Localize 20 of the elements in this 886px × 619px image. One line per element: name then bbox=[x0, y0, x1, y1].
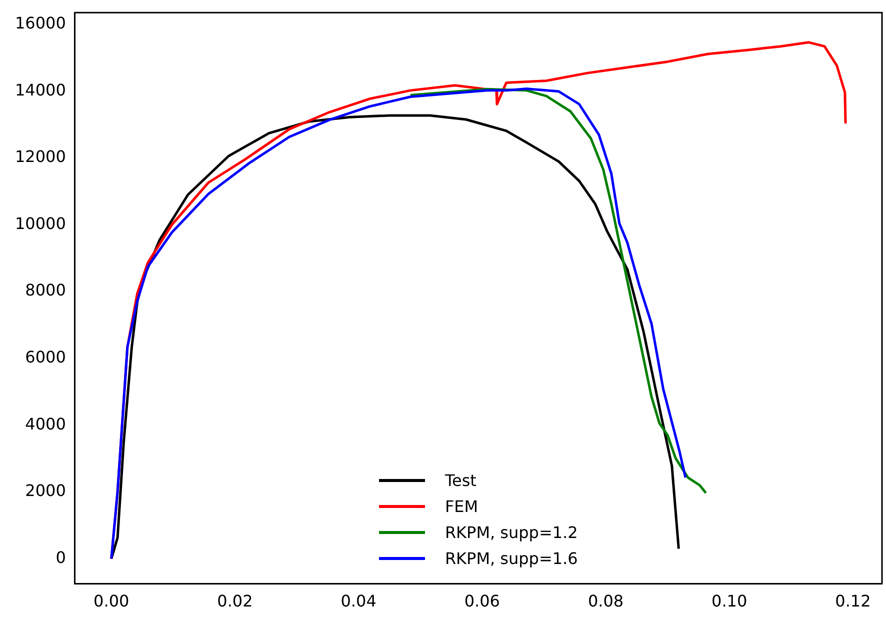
x-tick-label: 0.02 bbox=[217, 592, 253, 611]
x-tick-label: 0.12 bbox=[835, 592, 871, 611]
y-tick-label: 0 bbox=[56, 548, 66, 567]
y-tick-label: 6000 bbox=[25, 347, 66, 366]
y-tick-label: 2000 bbox=[25, 481, 66, 500]
y-tick-label: 16000 bbox=[14, 13, 66, 32]
y-tick-label: 14000 bbox=[14, 80, 66, 100]
x-tick-label: 0.04 bbox=[340, 592, 376, 611]
x-tick-label: 0.00 bbox=[94, 592, 130, 611]
y-tick-label: 4000 bbox=[25, 414, 66, 434]
x-tick-label: 0.06 bbox=[464, 592, 500, 611]
y-tick-label: 12000 bbox=[14, 147, 66, 166]
legend-label: RKPM, supp=1.2 bbox=[444, 522, 578, 544]
legend-label: RKPM, supp=1.6 bbox=[444, 548, 578, 570]
legend-label: FEM bbox=[444, 496, 478, 518]
x-tick-label: 0.10 bbox=[712, 592, 748, 611]
legend-label: Test bbox=[444, 470, 476, 492]
y-tick-label: 8000 bbox=[25, 280, 66, 300]
y-tick-label: 10000 bbox=[14, 214, 66, 233]
x-tick-label: 0.08 bbox=[588, 592, 624, 611]
